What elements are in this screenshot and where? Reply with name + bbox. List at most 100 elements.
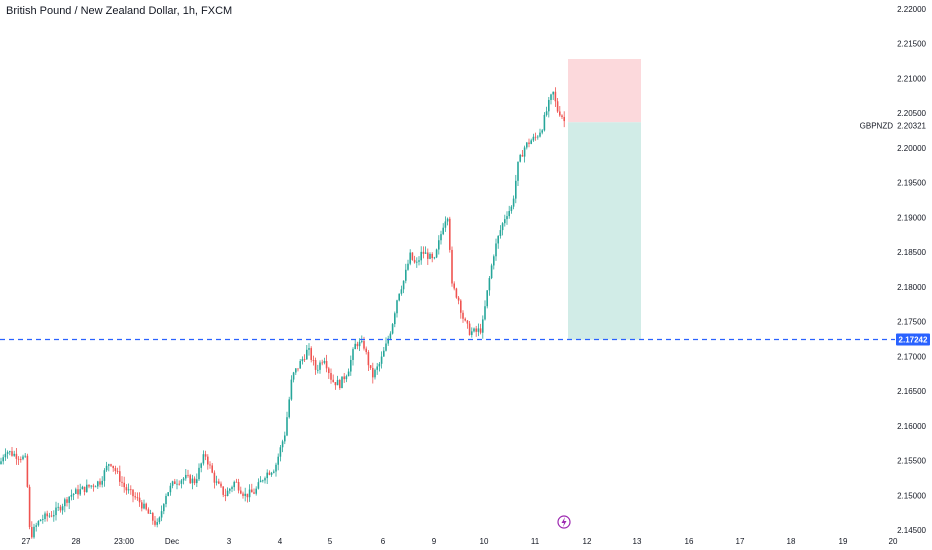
candle-body: [99, 481, 101, 485]
candle-body: [235, 481, 238, 483]
candle-body: [398, 293, 400, 301]
candle-body: [493, 256, 495, 266]
candle-body: [400, 289, 403, 294]
candle-body: [460, 300, 462, 313]
candle-body: [273, 471, 275, 473]
candle-body: [277, 456, 279, 465]
x-tick-label: 12: [583, 537, 592, 546]
x-tick-label: 27: [22, 537, 31, 546]
candle-body: [402, 280, 405, 290]
event-marker[interactable]: [557, 515, 571, 529]
candle-body: [0, 461, 2, 465]
candle-body: [418, 260, 420, 262]
horizontal-line-layer[interactable]: 2.17242: [0, 333, 930, 346]
candle-body: [266, 472, 268, 479]
candle-body: [222, 486, 224, 495]
candle-body: [497, 235, 499, 244]
candle-body: [143, 503, 145, 509]
y-tick-label: 2.18500: [897, 248, 926, 257]
candle-body: [548, 99, 550, 112]
candle-body: [180, 480, 183, 484]
candle-body: [440, 234, 442, 241]
candle-body: [495, 243, 497, 257]
candle-body: [253, 492, 255, 494]
candles-layer: [0, 87, 565, 539]
candle-body: [17, 458, 20, 460]
candle-body: [88, 484, 90, 487]
candle-body: [471, 331, 473, 335]
candle-body: [229, 488, 231, 491]
candle-body: [240, 490, 242, 494]
candle-body: [200, 463, 202, 468]
candle-body: [209, 464, 211, 466]
chart-title: British Pound / New Zealand Dollar, 1h, …: [6, 5, 233, 17]
candle-body: [31, 527, 33, 538]
candle-body: [350, 359, 352, 372]
candle-body: [504, 219, 506, 224]
stop-loss-zone[interactable]: [568, 59, 641, 123]
candle-body: [416, 261, 418, 263]
candle-body: [167, 492, 169, 496]
position-zones[interactable]: [568, 59, 641, 340]
candle-body: [187, 474, 189, 476]
candle-body: [290, 379, 293, 400]
candle-body: [220, 483, 222, 487]
y-tick-label: 2.17500: [897, 318, 926, 327]
candle-body: [512, 198, 515, 207]
candle-body: [383, 350, 385, 357]
candle-body: [422, 251, 425, 254]
x-tick-label: 28: [72, 537, 81, 546]
candle-body: [473, 328, 475, 332]
x-tick-label: Dec: [165, 537, 179, 546]
candle-body: [526, 142, 528, 148]
candle-body: [123, 482, 125, 488]
candle-body: [163, 504, 165, 512]
candle-body: [215, 481, 218, 483]
symbol-tag: GBPNZD: [860, 122, 894, 131]
price-scale[interactable]: [895, 0, 932, 550]
candle-body: [367, 352, 370, 366]
candle-body: [303, 359, 306, 360]
candle-body: [207, 456, 209, 465]
candle-body: [182, 478, 185, 481]
candle-body: [165, 495, 167, 505]
last-price-label: 2.20321: [897, 122, 926, 131]
candle-body: [26, 455, 29, 487]
candle-body: [242, 493, 244, 496]
candle-body: [255, 488, 257, 494]
candle-body: [464, 318, 466, 321]
candle-body: [427, 252, 429, 259]
candle-body: [202, 454, 205, 464]
x-tick-label: 10: [480, 537, 489, 546]
candle-body: [204, 454, 207, 457]
candle-body: [152, 513, 154, 521]
candle-body: [385, 343, 387, 351]
candle-body: [61, 506, 64, 511]
candle-body: [486, 290, 488, 307]
candle-body: [343, 376, 345, 380]
candle-body: [259, 480, 262, 483]
candle-body: [424, 252, 427, 254]
candle-body: [22, 456, 24, 460]
candle-body: [112, 465, 114, 469]
candle-body: [490, 265, 493, 279]
candle-body: [389, 333, 392, 339]
candle-body: [319, 362, 321, 370]
candle-body: [72, 493, 75, 495]
take-profit-zone[interactable]: [568, 122, 641, 340]
candle-body: [244, 493, 246, 496]
candle-body: [50, 515, 53, 517]
candle-body: [530, 140, 532, 144]
candle-body: [420, 251, 422, 261]
lightning-icon[interactable]: [557, 515, 571, 529]
candle-body: [103, 470, 106, 481]
candle-body: [413, 259, 416, 263]
candle-body: [380, 356, 383, 364]
candle-body: [147, 509, 150, 514]
x-tick-label: 16: [685, 537, 694, 546]
candle-body: [306, 349, 308, 360]
candle-body: [44, 513, 46, 520]
candle-body: [363, 341, 365, 349]
